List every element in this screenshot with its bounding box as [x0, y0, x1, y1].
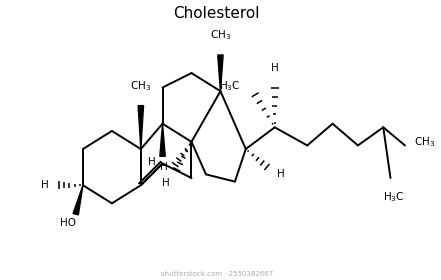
- Polygon shape: [160, 124, 165, 156]
- Text: H: H: [148, 157, 156, 167]
- Polygon shape: [218, 55, 223, 91]
- Text: H: H: [271, 63, 279, 73]
- Polygon shape: [73, 185, 83, 215]
- Text: CH$_3$: CH$_3$: [130, 79, 151, 93]
- Text: CH$_3$: CH$_3$: [414, 135, 435, 149]
- Text: Cholesterol: Cholesterol: [174, 6, 260, 21]
- Text: shutterstock.com · 2550382667: shutterstock.com · 2550382667: [161, 271, 273, 277]
- Text: H$_3$C: H$_3$C: [219, 79, 240, 93]
- Text: H: H: [41, 180, 49, 190]
- Polygon shape: [138, 106, 144, 149]
- Text: H: H: [161, 162, 168, 172]
- Text: H: H: [277, 169, 284, 179]
- Text: H: H: [162, 178, 170, 188]
- Text: CH$_3$: CH$_3$: [210, 29, 231, 42]
- Text: H$_3$C: H$_3$C: [383, 191, 405, 204]
- Text: HO: HO: [60, 218, 76, 228]
